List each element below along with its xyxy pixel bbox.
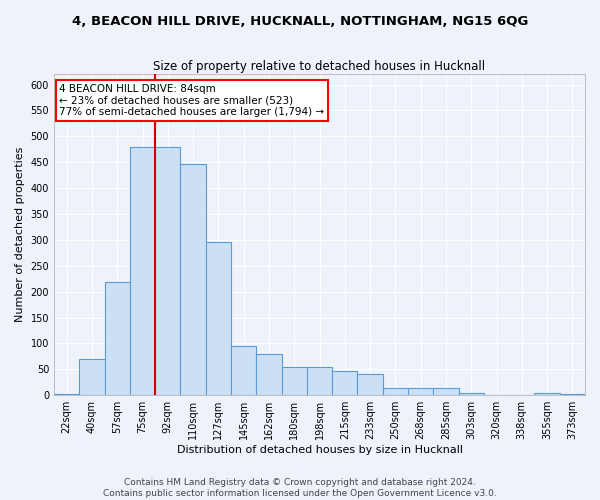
Bar [155, 146, 181, 395]
X-axis label: Distribution of detached houses by size in Hucknall: Distribution of detached houses by size … [176, 445, 463, 455]
Bar [231, 346, 256, 395]
Bar [281, 366, 307, 395]
Text: 4 BEACON HILL DRIVE: 84sqm
← 23% of detached houses are smaller (523)
77% of sem: 4 BEACON HILL DRIVE: 84sqm ← 23% of deta… [59, 84, 325, 117]
Y-axis label: Number of detached properties: Number of detached properties [15, 147, 25, 322]
Text: Contains HM Land Registry data © Crown copyright and database right 2024.
Contai: Contains HM Land Registry data © Crown c… [103, 478, 497, 498]
Bar [358, 374, 383, 395]
Bar [130, 146, 155, 395]
Bar [383, 388, 408, 395]
Text: 4, BEACON HILL DRIVE, HUCKNALL, NOTTINGHAM, NG15 6QG: 4, BEACON HILL DRIVE, HUCKNALL, NOTTINGH… [72, 15, 528, 28]
Bar [54, 394, 79, 395]
Bar [433, 388, 458, 395]
Bar [181, 164, 206, 395]
Bar [332, 371, 358, 395]
Bar [104, 282, 130, 395]
Bar [408, 388, 433, 395]
Bar [458, 393, 484, 395]
Title: Size of property relative to detached houses in Hucknall: Size of property relative to detached ho… [154, 60, 485, 73]
Bar [535, 392, 560, 395]
Bar [560, 394, 585, 395]
Bar [256, 354, 281, 395]
Bar [307, 366, 332, 395]
Bar [206, 242, 231, 395]
Bar [79, 359, 104, 395]
